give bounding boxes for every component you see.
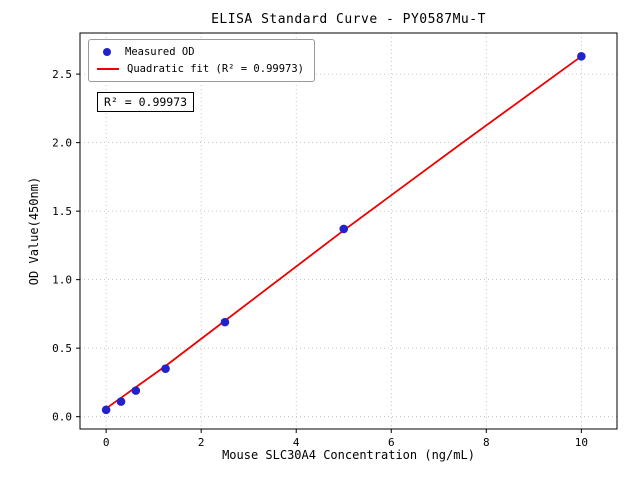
r-squared-annotation: R² = 0.99973 bbox=[97, 92, 195, 112]
data-point bbox=[577, 51, 586, 61]
x-tick-label: 0 bbox=[103, 436, 110, 449]
x-axis-label: Mouse SLC30A4 Concentration (ng/mL) bbox=[222, 448, 475, 462]
data-point bbox=[161, 364, 170, 374]
legend-label-quadratic-fit: Quadratic fit (R² = 0.99973) bbox=[127, 63, 305, 75]
x-tick-label: 10 bbox=[575, 436, 588, 449]
chart-title: ELISA Standard Curve - PY0587Mu-T bbox=[211, 12, 486, 27]
x-tick-label: 4 bbox=[293, 436, 300, 449]
y-tick-label: 1.5 bbox=[52, 205, 72, 218]
legend-item-quadratic-fit: Quadratic fit (R² = 0.99973) bbox=[97, 63, 304, 75]
data-point bbox=[220, 317, 230, 327]
x-tick-label: 6 bbox=[388, 436, 395, 449]
x-tick-label: 8 bbox=[483, 436, 490, 449]
legend: Measured OD Quadratic fit (R² = 0.99973) bbox=[88, 39, 316, 82]
data-point bbox=[101, 405, 111, 415]
data-point bbox=[116, 397, 126, 406]
y-tick-label: 1.0 bbox=[52, 274, 72, 287]
legend-item-measured-od: Measured OD bbox=[97, 46, 304, 58]
scatter-marker-icon bbox=[103, 48, 111, 56]
x-tick-label: 2 bbox=[198, 436, 205, 449]
legend-label-measured-od: Measured OD bbox=[125, 46, 195, 58]
y-tick-label: 2.5 bbox=[52, 68, 72, 81]
plot-border bbox=[79, 32, 618, 430]
line-marker-icon bbox=[97, 68, 119, 70]
fit-line bbox=[105, 55, 582, 410]
y-tick-label: 0.5 bbox=[52, 342, 72, 355]
data-point bbox=[131, 386, 141, 395]
y-tick-label: 0.0 bbox=[52, 411, 72, 424]
y-axis-label: OD Value(450nm) bbox=[27, 176, 41, 286]
y-tick-label: 2.0 bbox=[52, 137, 72, 150]
data-point bbox=[339, 224, 349, 234]
